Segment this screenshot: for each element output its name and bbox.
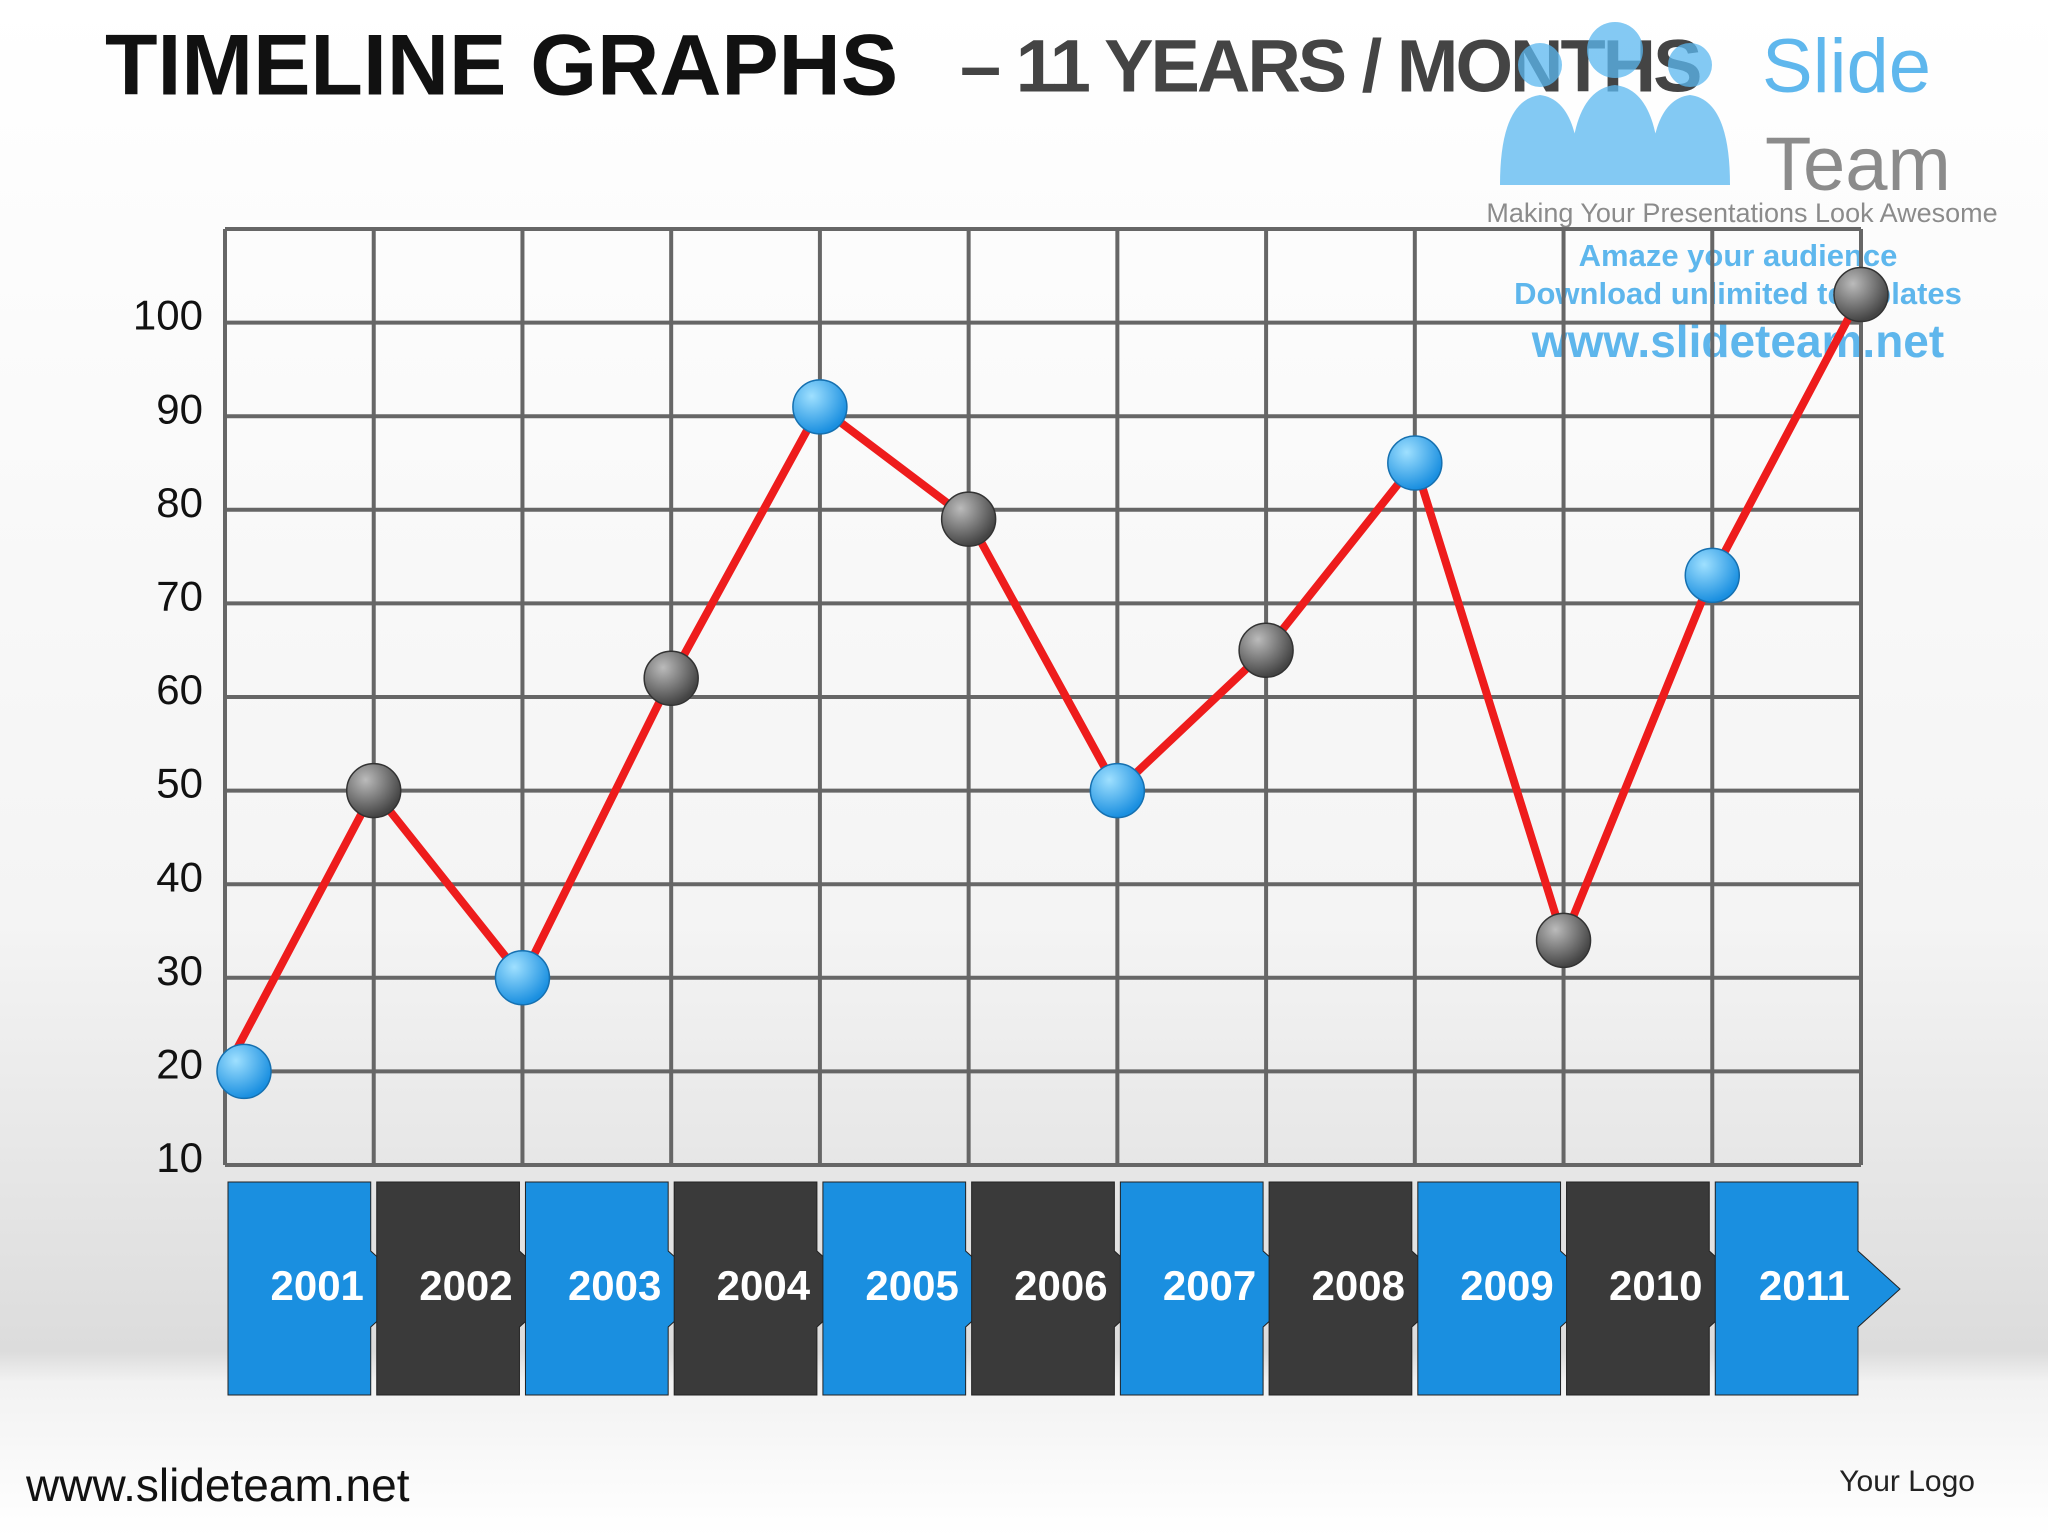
- point: [494, 950, 551, 1006]
- point: [1238, 622, 1294, 678]
- watermark: Slide Team Making Your Presentations Loo…: [1486, 22, 1998, 367]
- x-tick-label: 2009: [1460, 1262, 1553, 1309]
- footer-left: www.slideteam.net: [25, 1459, 410, 1511]
- brand-team: Team: [1765, 122, 1951, 207]
- x-tick-label: 2010: [1609, 1262, 1702, 1309]
- logo-head: [1518, 43, 1562, 87]
- year-band: [1714, 1181, 1901, 1396]
- x-tick-label: 2003: [568, 1262, 661, 1309]
- y-tick-label: 50: [156, 760, 203, 807]
- point: [940, 491, 997, 547]
- x-tick-label: 2005: [865, 1262, 958, 1309]
- tagline: Making Your Presentations Look Awesome: [1486, 198, 1997, 228]
- logo-head: [1668, 43, 1712, 87]
- x-tick-label: 2008: [1312, 1262, 1405, 1309]
- watermark-text: Amaze your audience: [1579, 238, 1898, 273]
- x-tick-label: 2004: [717, 1262, 811, 1309]
- footer-right: Your Logo: [1839, 1465, 1975, 1498]
- y-tick-label: 90: [156, 385, 203, 432]
- x-tick-label: 2007: [1163, 1262, 1256, 1309]
- point: [216, 1043, 272, 1100]
- point: [1387, 435, 1443, 491]
- y-tick-label: 40: [156, 853, 203, 900]
- x-tick-label: 2002: [419, 1262, 512, 1309]
- line: [221, 292, 1865, 1074]
- logo-bodies: [1500, 85, 1730, 185]
- point: [792, 379, 848, 435]
- x-tick-label: 2006: [1014, 1262, 1107, 1309]
- point: [1684, 547, 1741, 604]
- y-tick-label: 70: [156, 572, 203, 619]
- subtitle: – 11 YEARS / MONTHS: [960, 25, 1700, 108]
- y-tick-label: 100: [133, 292, 203, 339]
- y-tick-label: 20: [156, 1040, 203, 1087]
- y-tick-label: 60: [156, 666, 203, 713]
- y-tick-label: 30: [156, 947, 203, 994]
- title: TIMELINE GRAPHS: [105, 18, 898, 114]
- logo-head: [1587, 22, 1643, 78]
- point: [1535, 912, 1592, 969]
- point: [1833, 266, 1889, 323]
- point: [345, 762, 402, 819]
- watermark-text: Download unlimited templates: [1514, 276, 1962, 311]
- point: [643, 650, 699, 707]
- point: [1089, 762, 1146, 819]
- y-tick-label: 80: [156, 479, 203, 526]
- brand-slide: Slide: [1762, 24, 1931, 109]
- y-tick-label: 10: [156, 1134, 203, 1181]
- x-tick-label: 2001: [270, 1262, 363, 1309]
- x-tick-label: 2011: [1759, 1262, 1850, 1309]
